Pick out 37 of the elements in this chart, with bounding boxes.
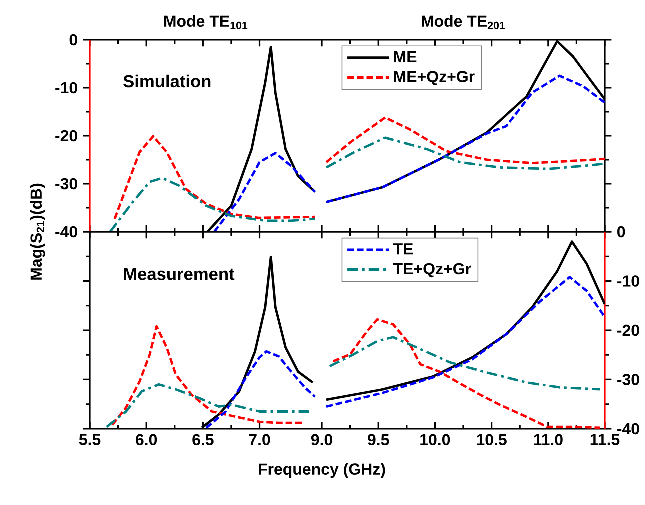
line-series xyxy=(325,276,605,408)
legend-label: ME+Qz+Gr xyxy=(394,71,475,86)
x-tick-label: 6.5 xyxy=(192,434,214,446)
x-tick-label: 10.0 xyxy=(420,434,450,446)
legend-label: ME xyxy=(394,51,417,62)
y-tick-label: -40 xyxy=(618,423,640,435)
line-series xyxy=(328,336,602,391)
y-tick-label: 0 xyxy=(70,34,78,46)
y-axis-title: Mag(S$_{21}$)(dB) xyxy=(30,184,46,280)
line-series xyxy=(332,318,602,429)
x-tick-label: 9.5 xyxy=(368,434,390,446)
x-tick-label: 11.5 xyxy=(590,434,620,446)
x-tick-label: 9.0 xyxy=(311,434,332,446)
x-axis-title: Frequency (GHz) xyxy=(259,463,386,478)
x-tick-label: 6.0 xyxy=(136,434,158,446)
line-series xyxy=(109,177,316,232)
y-tick-label: -20 xyxy=(56,130,78,142)
y-tick-label: -20 xyxy=(618,324,640,336)
y-tick-label: -10 xyxy=(618,276,640,287)
y-tick-label: -10 xyxy=(56,82,78,94)
line-series xyxy=(325,240,605,402)
line-series xyxy=(114,135,316,220)
line-series xyxy=(213,152,316,232)
chart-title: Mode TE$_{101}$ xyxy=(164,15,248,30)
x-tick-label: 11.0 xyxy=(534,434,563,446)
y-tick-label: -30 xyxy=(56,178,78,190)
x-tick-label: 10.5 xyxy=(477,434,507,446)
legend-label: TE xyxy=(393,244,414,255)
y-tick-label: -30 xyxy=(618,374,640,386)
annotation: Simulation xyxy=(124,74,211,88)
legend-label: TE+Qz+Gr xyxy=(393,263,472,278)
annotation: Measurement xyxy=(124,268,235,280)
chart-title: Mode TE$_{201}$ xyxy=(422,15,506,30)
y-tick-label: 0 xyxy=(618,226,626,238)
y-tick-label: -40 xyxy=(56,226,78,238)
x-tick-label: 7.0 xyxy=(249,434,270,446)
x-tick-label: 5.5 xyxy=(79,434,101,446)
